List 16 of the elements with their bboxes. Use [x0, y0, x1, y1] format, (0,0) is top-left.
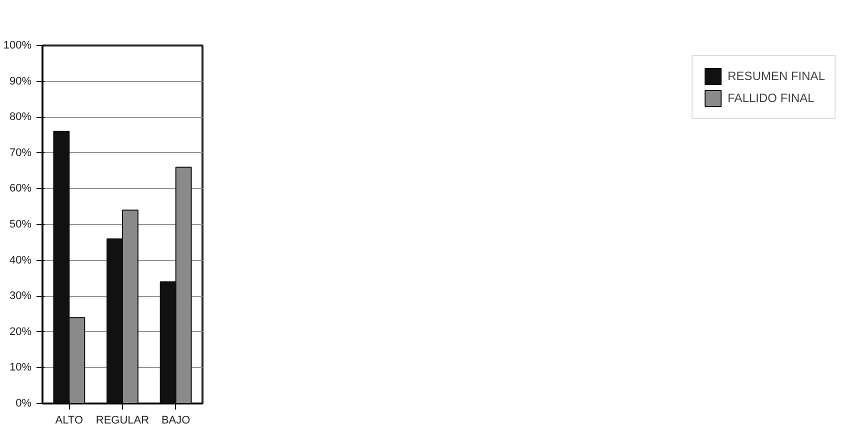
- legend-label: FALLIDO FINAL: [728, 91, 814, 105]
- x-tick-label: BAJO: [161, 414, 191, 426]
- y-tick-label: 60%: [9, 182, 32, 195]
- legend-label: RESUMEN FINAL: [728, 69, 825, 83]
- y-tick-label: 30%: [9, 290, 32, 302]
- y-tick-label: 0%: [16, 398, 32, 410]
- y-tick-label: 100%: [3, 40, 32, 52]
- y-tick-label: 50%: [9, 218, 32, 230]
- y-tick-label: 10%: [9, 362, 32, 374]
- y-tick-label: 90%: [9, 75, 32, 88]
- x-tick-label: REGULAR: [96, 414, 150, 426]
- y-tick-label: 40%: [9, 254, 32, 266]
- y-tick-label: 20%: [9, 326, 32, 338]
- x-tick-label: ALTO: [55, 414, 84, 426]
- y-tick-label: 70%: [9, 146, 32, 159]
- y-tick-label: 80%: [9, 111, 32, 124]
